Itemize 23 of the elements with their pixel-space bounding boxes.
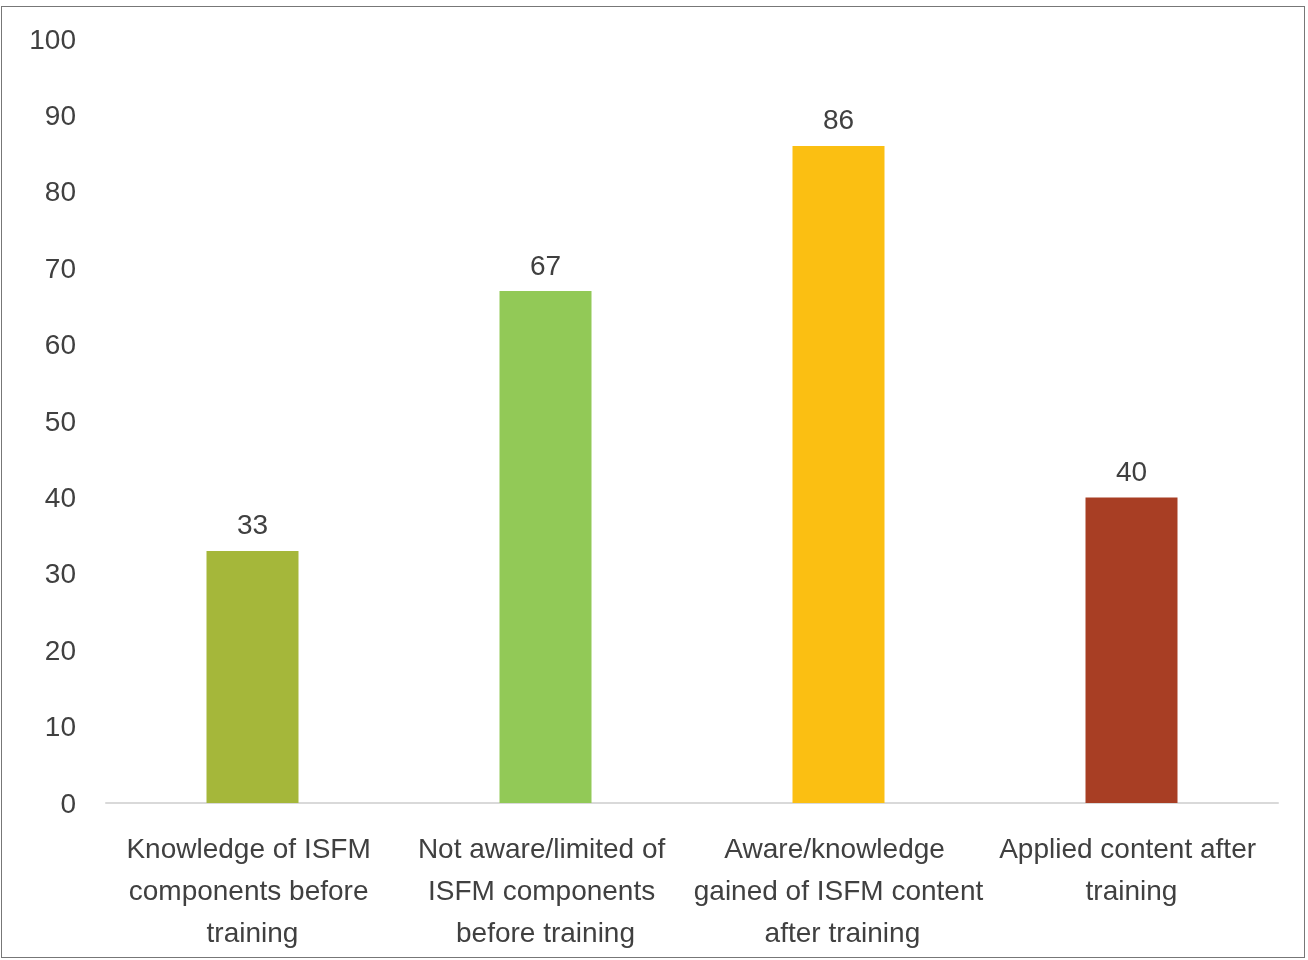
bar <box>206 550 299 803</box>
x-tick-label: Applied content after training <box>999 832 1264 906</box>
y-tick-label: 80 <box>44 176 76 208</box>
bar <box>499 291 592 803</box>
y-tick-label: 100 <box>29 23 76 55</box>
y-tick-label: 0 <box>60 787 76 819</box>
y-tick-label: 10 <box>44 711 76 743</box>
data-label: 33 <box>236 509 269 541</box>
bar <box>792 145 885 803</box>
y-tick-label: 20 <box>44 634 76 666</box>
data-label: 40 <box>1115 455 1148 487</box>
y-tick-label: 50 <box>44 405 76 437</box>
y-tick-label: 90 <box>44 99 76 131</box>
y-tick-label: 40 <box>44 481 76 513</box>
y-tick-label: 60 <box>44 329 76 361</box>
y-tick-label: 70 <box>44 252 76 284</box>
x-tick-label: Aware/knowledge gained of ISFM content after training <box>693 832 984 948</box>
data-label: 86 <box>822 104 855 136</box>
data-label: 67 <box>529 249 562 281</box>
x-tick-label: Knowledge of ISFM components before training <box>126 832 379 948</box>
y-tick-label: 30 <box>44 558 76 590</box>
x-tick-label: Not aware/limited of ISFM components before training <box>417 832 674 948</box>
bar <box>1085 497 1178 803</box>
